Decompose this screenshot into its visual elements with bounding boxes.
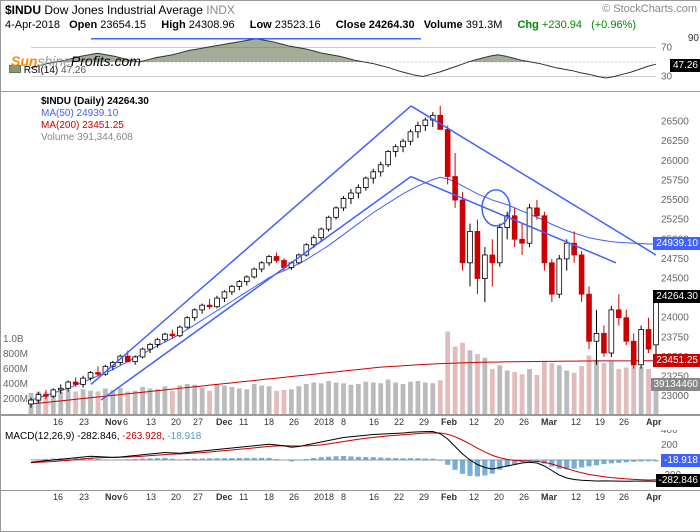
instrument-type: INDX xyxy=(206,3,235,17)
xaxis-1: 1623Nov6132027Dec11182620188162229Feb122… xyxy=(1,415,700,430)
svg-text:400M: 400M xyxy=(3,379,28,390)
svg-text:25500: 25500 xyxy=(661,195,689,206)
svg-text:23000: 23000 xyxy=(661,391,689,402)
rsi-value-tag: 47.26 xyxy=(670,59,700,72)
svg-text:26000: 26000 xyxy=(661,156,689,167)
watermark: SunshineProfits.com xyxy=(11,53,141,69)
date: 4-Apr-2018 xyxy=(5,19,60,31)
rsi-panel: RSI(14) 47.26 SunshineProfits.com 3070 9… xyxy=(1,33,700,92)
svg-text:400: 400 xyxy=(661,430,678,436)
svg-text:200M: 200M xyxy=(3,394,28,405)
macd-label: MACD(12,26,9) -282.846, -263.928, -18.91… xyxy=(5,431,201,442)
svg-text:600M: 600M xyxy=(3,364,28,375)
price-legend: $INDU (Daily) 24264.30 MA(50) 24939.10 M… xyxy=(41,96,149,144)
chart-header: $INDU Dow Jones Industrial Average INDX … xyxy=(1,1,700,19)
macd-panel: MACD(12,26,9) -282.846, -263.928, -18.91… xyxy=(1,430,700,490)
svg-text:24000: 24000 xyxy=(661,313,689,324)
symbol: $INDU xyxy=(5,3,41,17)
svg-text:24500: 24500 xyxy=(661,273,689,284)
svg-text:800M: 800M xyxy=(3,349,28,360)
stock-chart: $INDU Dow Jones Industrial Average INDX … xyxy=(0,0,700,532)
svg-text:70: 70 xyxy=(661,43,673,54)
svg-text:25750: 25750 xyxy=(661,175,689,186)
instrument-name: Dow Jones Industrial Average xyxy=(44,3,203,17)
price-panel: $INDU (Daily) 24264.30 MA(50) 24939.10 M… xyxy=(1,92,700,415)
ohlc-row: 4-Apr-2018 Open 23654.15 High 24308.96 L… xyxy=(1,19,700,31)
svg-text:30: 30 xyxy=(661,72,673,83)
rsi-y90: 90 xyxy=(688,33,699,44)
attribution: © StockCharts.com xyxy=(602,3,697,17)
svg-text:23750: 23750 xyxy=(661,332,689,343)
svg-text:1.0B: 1.0B xyxy=(3,334,24,345)
xaxis-2: 1623Nov6132027Dec11182620188162229Feb122… xyxy=(1,490,700,505)
svg-text:24750: 24750 xyxy=(661,254,689,265)
svg-text:25250: 25250 xyxy=(661,215,689,226)
svg-text:26500: 26500 xyxy=(661,117,689,128)
svg-text:200: 200 xyxy=(661,440,678,451)
svg-text:26250: 26250 xyxy=(661,136,689,147)
